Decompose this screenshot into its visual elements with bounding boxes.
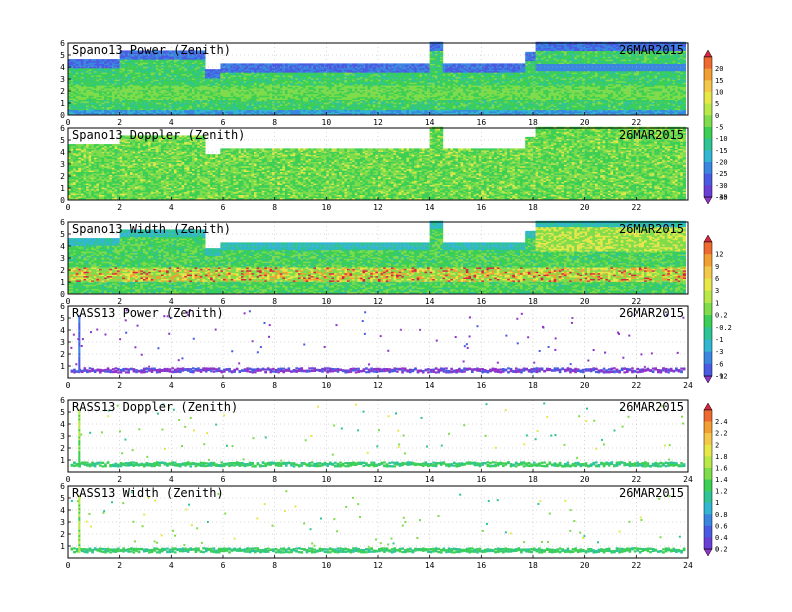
panel-1: 0 2 4 6 8 10 12 14 16 18 20 220123456 Spano13 Power … — [60, 39, 688, 127]
